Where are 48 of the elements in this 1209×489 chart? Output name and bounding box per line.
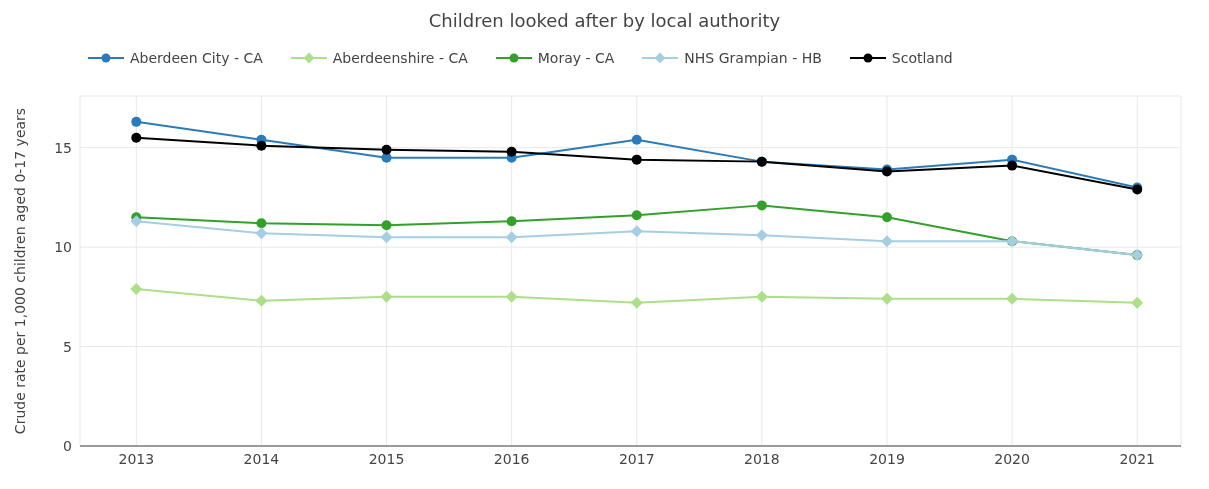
point bbox=[380, 231, 393, 244]
legend-label: NHS Grampian - HB bbox=[684, 50, 822, 66]
y-tick-label: 5 bbox=[63, 338, 72, 355]
point bbox=[381, 220, 392, 231]
x-tick-label: 2018 bbox=[744, 450, 780, 467]
point bbox=[256, 140, 267, 151]
x-tick-label: 2021 bbox=[1119, 450, 1156, 467]
x-tick-label: 2013 bbox=[118, 450, 155, 467]
x-tick-label: 2014 bbox=[243, 450, 280, 467]
point bbox=[380, 290, 393, 303]
point bbox=[1131, 296, 1144, 309]
point bbox=[131, 132, 142, 143]
legend-label: Scotland bbox=[891, 50, 953, 66]
point bbox=[506, 146, 517, 157]
point bbox=[1007, 160, 1018, 171]
x-tick-label: 2016 bbox=[493, 450, 530, 467]
x-tick-label: 2015 bbox=[368, 450, 405, 467]
legend-label: Moray - CA bbox=[537, 50, 615, 66]
point bbox=[755, 290, 768, 303]
x-tick-label: 2017 bbox=[618, 450, 655, 467]
x-tick-label: 2019 bbox=[869, 450, 905, 467]
chart-title: Children looked after by local authority bbox=[427, 9, 782, 33]
legend-label: Aberdeen City - CA bbox=[130, 50, 263, 66]
legend-label: Aberdeenshire - CA bbox=[332, 50, 468, 66]
point bbox=[756, 200, 767, 211]
point bbox=[630, 296, 643, 309]
y-tick-label: 10 bbox=[54, 239, 72, 256]
point bbox=[881, 212, 892, 223]
point bbox=[255, 294, 268, 307]
point bbox=[505, 231, 518, 244]
y-tick-label: 15 bbox=[54, 139, 72, 156]
x-tick-label: 2020 bbox=[994, 450, 1030, 467]
point bbox=[755, 229, 768, 242]
y-tick-label: 0 bbox=[63, 437, 72, 454]
point bbox=[130, 282, 143, 295]
point bbox=[631, 154, 642, 165]
point bbox=[381, 144, 392, 155]
point bbox=[256, 218, 267, 229]
point bbox=[880, 292, 893, 305]
point bbox=[130, 215, 143, 228]
point bbox=[631, 134, 642, 145]
point bbox=[630, 225, 643, 238]
y-axis-title: Crude rate per 1,000 children aged 0-17 years bbox=[11, 107, 28, 435]
point bbox=[506, 216, 517, 227]
point bbox=[131, 116, 142, 127]
point bbox=[255, 227, 268, 240]
point bbox=[631, 210, 642, 221]
point bbox=[505, 290, 518, 303]
